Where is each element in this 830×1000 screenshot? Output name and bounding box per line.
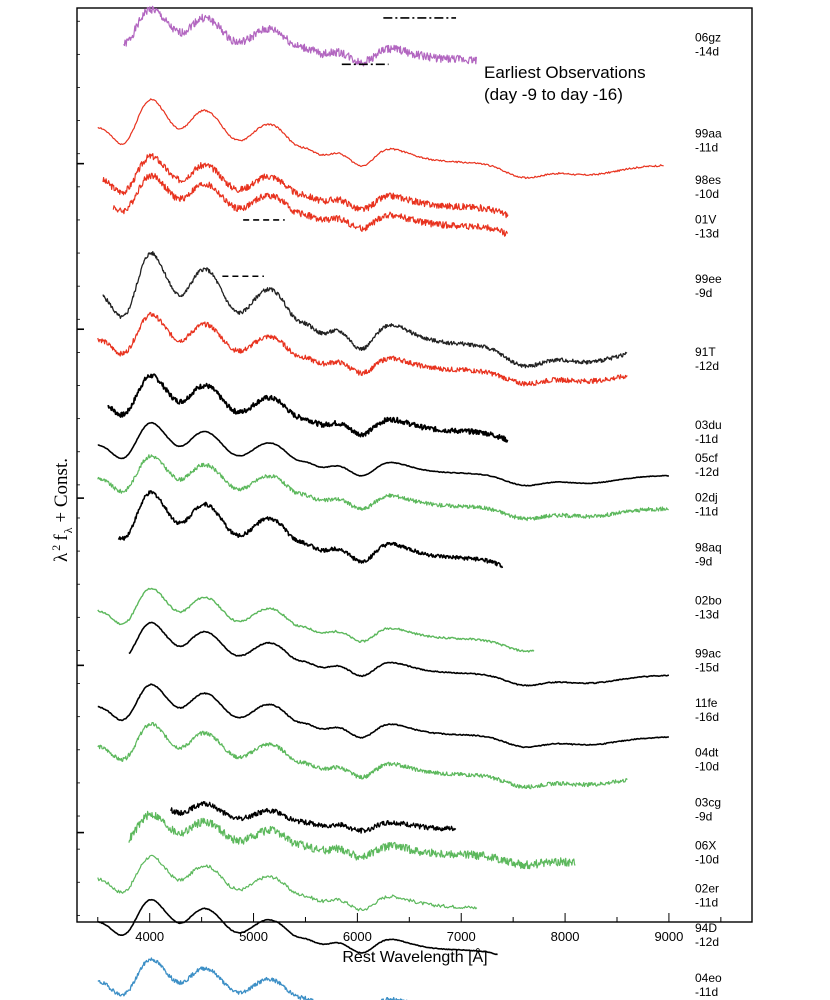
spectrum-line-03cg <box>169 801 457 834</box>
sn-label-name: 02er <box>695 882 719 896</box>
sn-label-phase: -14d <box>695 44 719 58</box>
sn-label-phase: -12d <box>695 359 719 373</box>
velocity-markers <box>222 17 457 278</box>
x-tick-label: 6000 <box>343 929 372 944</box>
x-tick-label: 8000 <box>551 929 580 944</box>
sn-label-phase: -11d <box>695 432 718 446</box>
y-axis-label-exp: 2 <box>49 545 63 551</box>
sn-label-name: 06gz <box>695 30 721 44</box>
sn-label-phase: -13d <box>695 227 719 241</box>
sn-label-phase: -11d <box>695 505 718 519</box>
x-tick-label: 5000 <box>239 929 268 944</box>
sn-label-phase: -9d <box>695 286 712 300</box>
sn-label-phase: -12d <box>695 465 719 479</box>
sn-label-phase: -10d <box>695 852 719 866</box>
sn-label-phase: -15d <box>695 660 719 674</box>
spectrum-line-98es <box>102 153 509 219</box>
sn-label-name: 05cf <box>695 451 718 465</box>
sn-label-phase: -11d <box>695 896 718 910</box>
spectrum-line-94D <box>97 898 498 956</box>
plot-frame: 4000 5000 6000 7000 8000 9000 <box>76 7 753 944</box>
spectrum-line-03du <box>107 373 509 443</box>
spectrum-line-91T <box>97 311 628 387</box>
spectrum-line-99ee <box>102 251 628 369</box>
sn-label-name: 02bo <box>695 593 722 607</box>
spectrum-line-05cf <box>97 421 670 487</box>
spectrum-line-99ac <box>128 621 670 687</box>
x-tick-label: 9000 <box>654 929 683 944</box>
sn-labels: 06gz-14d99aa-11d98es-10d01V-13d99ee-9d91… <box>695 30 722 998</box>
spectrum-line-02bo <box>97 587 535 653</box>
annotation-line-2: (day -9 to day -16) <box>484 85 623 104</box>
sn-label-name: 99aa <box>695 126 722 140</box>
sn-label-name: 01V <box>695 213 716 227</box>
spectrum-line-02er <box>97 854 478 912</box>
sn-label-name: 03cg <box>695 795 721 809</box>
sn-label-phase: -11d <box>695 985 718 999</box>
x-tick-label: 7000 <box>447 929 476 944</box>
sn-label-name: 94D <box>695 921 717 935</box>
sn-label-name: 04eo <box>695 971 722 985</box>
sn-label-phase: -11d <box>695 140 718 154</box>
y-axis-label-sub: λ <box>61 527 75 533</box>
spectrum-line-99aa <box>97 98 664 180</box>
y-axis-label-lambda: λ <box>51 552 72 562</box>
sn-label-name: 98es <box>695 173 721 187</box>
spectrum-line-06X <box>128 810 576 870</box>
sn-label-phase: -9d <box>695 809 712 823</box>
spectrum-line-06gz <box>123 5 477 67</box>
sn-label-name: 99ee <box>695 272 722 286</box>
sn-label-name: 06X <box>695 838 716 852</box>
sn-label-name: 02dj <box>695 491 718 505</box>
spectrum-line-02dj <box>97 454 669 522</box>
sn-label-name: 91T <box>695 345 716 359</box>
sn-label-phase: -13d <box>695 607 719 621</box>
sn-label-name: 03du <box>695 418 722 432</box>
spectrum-line-04eo <box>97 957 408 1000</box>
x-tick-label: 4000 <box>135 929 164 944</box>
spectrum-line-04dt <box>97 722 628 790</box>
spectrum-line-01V <box>112 172 509 237</box>
plot-border <box>76 7 753 923</box>
y-axis-label: λ2fλ+ Const. <box>49 458 75 562</box>
sn-label-name: 98aq <box>695 540 722 554</box>
sn-label-phase: -10d <box>695 187 719 201</box>
sn-label-name: 11fe <box>695 696 718 710</box>
annotation-line-1: Earliest Observations <box>484 63 646 82</box>
spectrum-line-98aq <box>117 490 504 569</box>
y-axis-label-f: f <box>51 534 72 541</box>
spectrum-line-11fe <box>97 683 669 749</box>
sn-label-phase: -12d <box>695 935 719 949</box>
sn-label-name: 99ac <box>695 646 721 660</box>
sn-label-phase: -9d <box>695 554 712 568</box>
y-axis-label-rest: + Const. <box>51 458 72 523</box>
x-axis-label: Rest Wavelength [Å] <box>342 947 487 966</box>
sn-label-phase: -10d <box>695 760 719 774</box>
sn-label-name: 04dt <box>695 746 719 760</box>
spectra-series <box>97 5 670 1000</box>
sn-label-phase: -16d <box>695 710 719 724</box>
